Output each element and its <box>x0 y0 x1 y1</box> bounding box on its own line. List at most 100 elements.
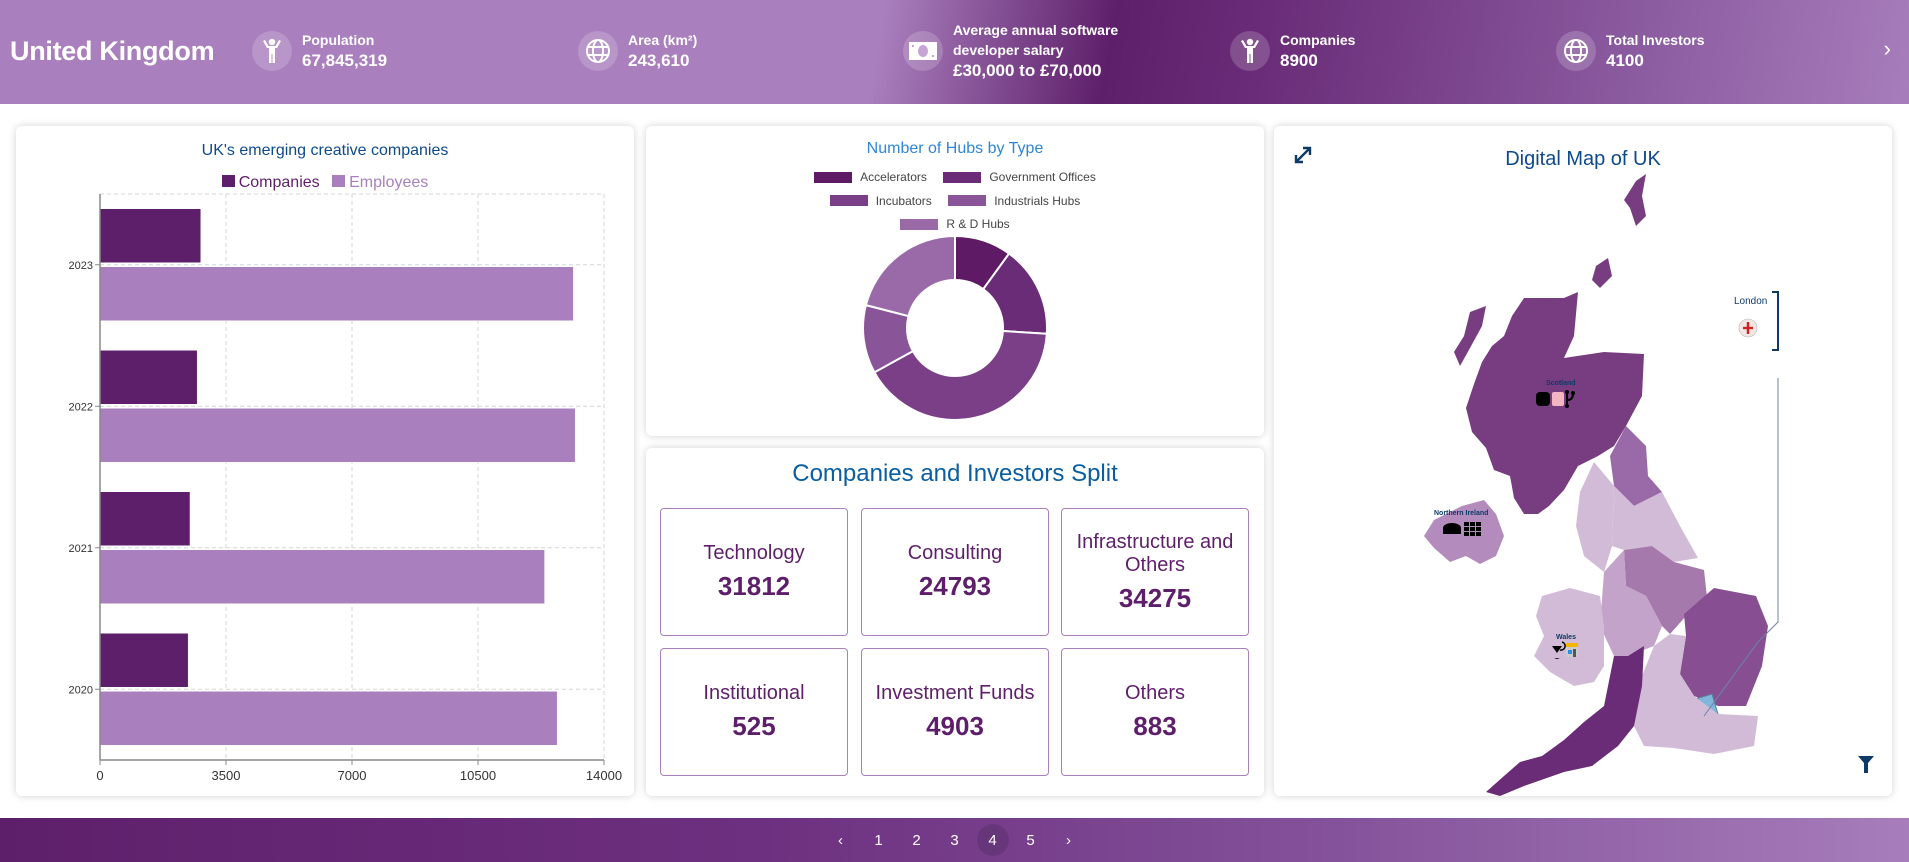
filter-icon[interactable] <box>1858 756 1874 779</box>
tile-technology[interactable]: Technology 31812 <box>660 508 848 636</box>
bar-companies-2020 <box>99 633 189 688</box>
bar-employees-2020 <box>99 691 558 746</box>
northern-ireland-icons <box>1443 522 1481 536</box>
stat-companies: Companies 8900 <box>1230 30 1355 72</box>
tile-value: 4903 <box>926 711 984 741</box>
legend-accelerators[interactable]: Accelerators <box>814 166 927 188</box>
tile-value: 525 <box>732 711 776 741</box>
region-south-east <box>1634 634 1758 754</box>
tile-consulting[interactable]: Consulting 24793 <box>861 508 1049 636</box>
donut-title: Number of Hubs by Type <box>866 140 1044 157</box>
y-tick-label: 2021 <box>69 543 93 555</box>
stat-value: 243,610 <box>628 51 690 70</box>
region-south-west <box>1486 646 1644 796</box>
tile-label: Investment Funds <box>875 682 1035 704</box>
legend-label: Incubators <box>875 193 932 208</box>
map-label-northern-ireland: Northern Ireland <box>1434 510 1489 517</box>
globe-icon <box>578 31 618 71</box>
tile-value: 883 <box>1133 711 1177 741</box>
tile-value: 24793 <box>918 571 992 601</box>
region-west-midlands <box>1600 550 1662 656</box>
legend-swatch <box>221 175 235 187</box>
legend-rd-hubs[interactable]: R & D Hubs <box>900 213 1010 235</box>
page-5-button[interactable]: 5 <box>1026 831 1035 849</box>
scotland-icons <box>1536 390 1575 408</box>
legend-label: Accelerators <box>860 170 927 184</box>
split-card: Companies and Investors Split Technology… <box>646 448 1264 796</box>
tile-label: Infrastructure and Others <box>1076 530 1234 576</box>
tile-institutional[interactable]: Institutional 525 <box>660 648 848 776</box>
stat-value: 8900 <box>1280 51 1318 70</box>
tile-value: 34275 <box>1118 582 1192 613</box>
stat-investors: Total Investors 4100 <box>1556 30 1705 72</box>
stat-value: £30,000 to £70,000 <box>953 61 1102 80</box>
globe-icon <box>1556 31 1596 71</box>
page-prev-button[interactable]: ‹ <box>838 831 843 849</box>
x-tick-label: 14000 <box>586 768 622 783</box>
legend-swatch <box>829 195 868 206</box>
bar-employees-2023 <box>99 266 574 321</box>
y-tick-label: 2020 <box>69 684 93 696</box>
tile-label: Technology <box>703 542 805 564</box>
uk-map[interactable] <box>1274 126 1892 796</box>
y-tick-label: 2023 <box>69 260 93 272</box>
region-orkney <box>1592 258 1612 288</box>
tile-infrastructure[interactable]: Infrastructure and Others 34275 <box>1061 508 1249 636</box>
top-stats-bar: United Kingdom Population 67,845,319 Are… <box>0 0 1909 104</box>
donut-legend: Accelerators Government Offices Incubato… <box>646 166 1264 237</box>
london-crest-icon <box>1738 318 1758 338</box>
region-north-west <box>1576 462 1614 572</box>
page-4-button[interactable]: 4 <box>976 824 1009 856</box>
split-title: Companies and Investors Split <box>792 460 1118 487</box>
bar-chart-card: UK's emerging creative companies Compani… <box>16 126 634 796</box>
x-tick-label: 3500 <box>212 768 241 783</box>
map-card: Digital Map of UK <box>1274 126 1892 796</box>
tile-value: 31812 <box>717 571 791 601</box>
tile-label: Institutional <box>703 682 805 704</box>
donut-slice-incubators[interactable] <box>873 329 1048 421</box>
region-yorkshire <box>1612 486 1698 562</box>
donut-chart <box>862 234 1048 421</box>
legend-industrials-hubs[interactable]: Industrials Hubs <box>948 190 1080 212</box>
expand-icon[interactable] <box>1292 144 1314 171</box>
stat-label: Total Investors <box>1606 32 1705 48</box>
legend-employees[interactable]: Employees <box>332 174 428 191</box>
page-1-button[interactable]: 1 <box>874 831 883 849</box>
tile-investment-funds[interactable]: Investment Funds 4903 <box>861 648 1049 776</box>
person-icon <box>252 31 292 71</box>
bar-companies-2023 <box>99 208 202 263</box>
region-east-england <box>1680 588 1768 706</box>
bar-employees-2021 <box>99 549 545 604</box>
legend-incubators[interactable]: Incubators <box>829 190 932 212</box>
bar-chart-legend: Companies Employees <box>16 174 634 192</box>
region-north-east <box>1610 426 1662 506</box>
region-hebrides <box>1454 306 1486 366</box>
legend-label: R & D Hubs <box>946 217 1010 231</box>
legend-label: Companies <box>238 174 320 191</box>
map-label-wales: Wales <box>1556 634 1576 641</box>
donut-slice-r-d-hubs[interactable] <box>864 234 956 318</box>
bar-chart-title: UK's emerging creative companies <box>201 142 449 159</box>
page-3-button[interactable]: 3 <box>950 831 959 849</box>
stat-area: Area (km²) 243,610 <box>578 30 697 72</box>
x-tick-label: 0 <box>96 768 103 783</box>
y-tick-label: 2022 <box>69 401 93 413</box>
country-title: United Kingdom <box>10 36 215 66</box>
stat-label: Area (km²) <box>628 32 698 48</box>
legend-government-offices[interactable]: Government Offices <box>943 166 1096 188</box>
x-tick-label: 7000 <box>338 768 367 783</box>
person-icon <box>1230 31 1270 71</box>
stats-next-button[interactable]: › <box>1883 36 1891 61</box>
page-next-button[interactable]: › <box>1066 831 1071 849</box>
page-2-button[interactable]: 2 <box>912 831 921 849</box>
legend-companies[interactable]: Companies <box>221 174 320 191</box>
legend-swatch <box>332 175 346 187</box>
map-label-london: London <box>1734 296 1768 307</box>
london-callout-leader <box>1703 378 1779 717</box>
bar-companies-2021 <box>99 491 191 546</box>
stat-label-line2: developer salary <box>953 42 1064 58</box>
stat-salary: Average annual software developer salary… <box>903 20 1118 82</box>
legend-swatch <box>814 171 853 183</box>
stat-value: 4100 <box>1606 51 1644 70</box>
tile-others[interactable]: Others 883 <box>1061 648 1249 776</box>
